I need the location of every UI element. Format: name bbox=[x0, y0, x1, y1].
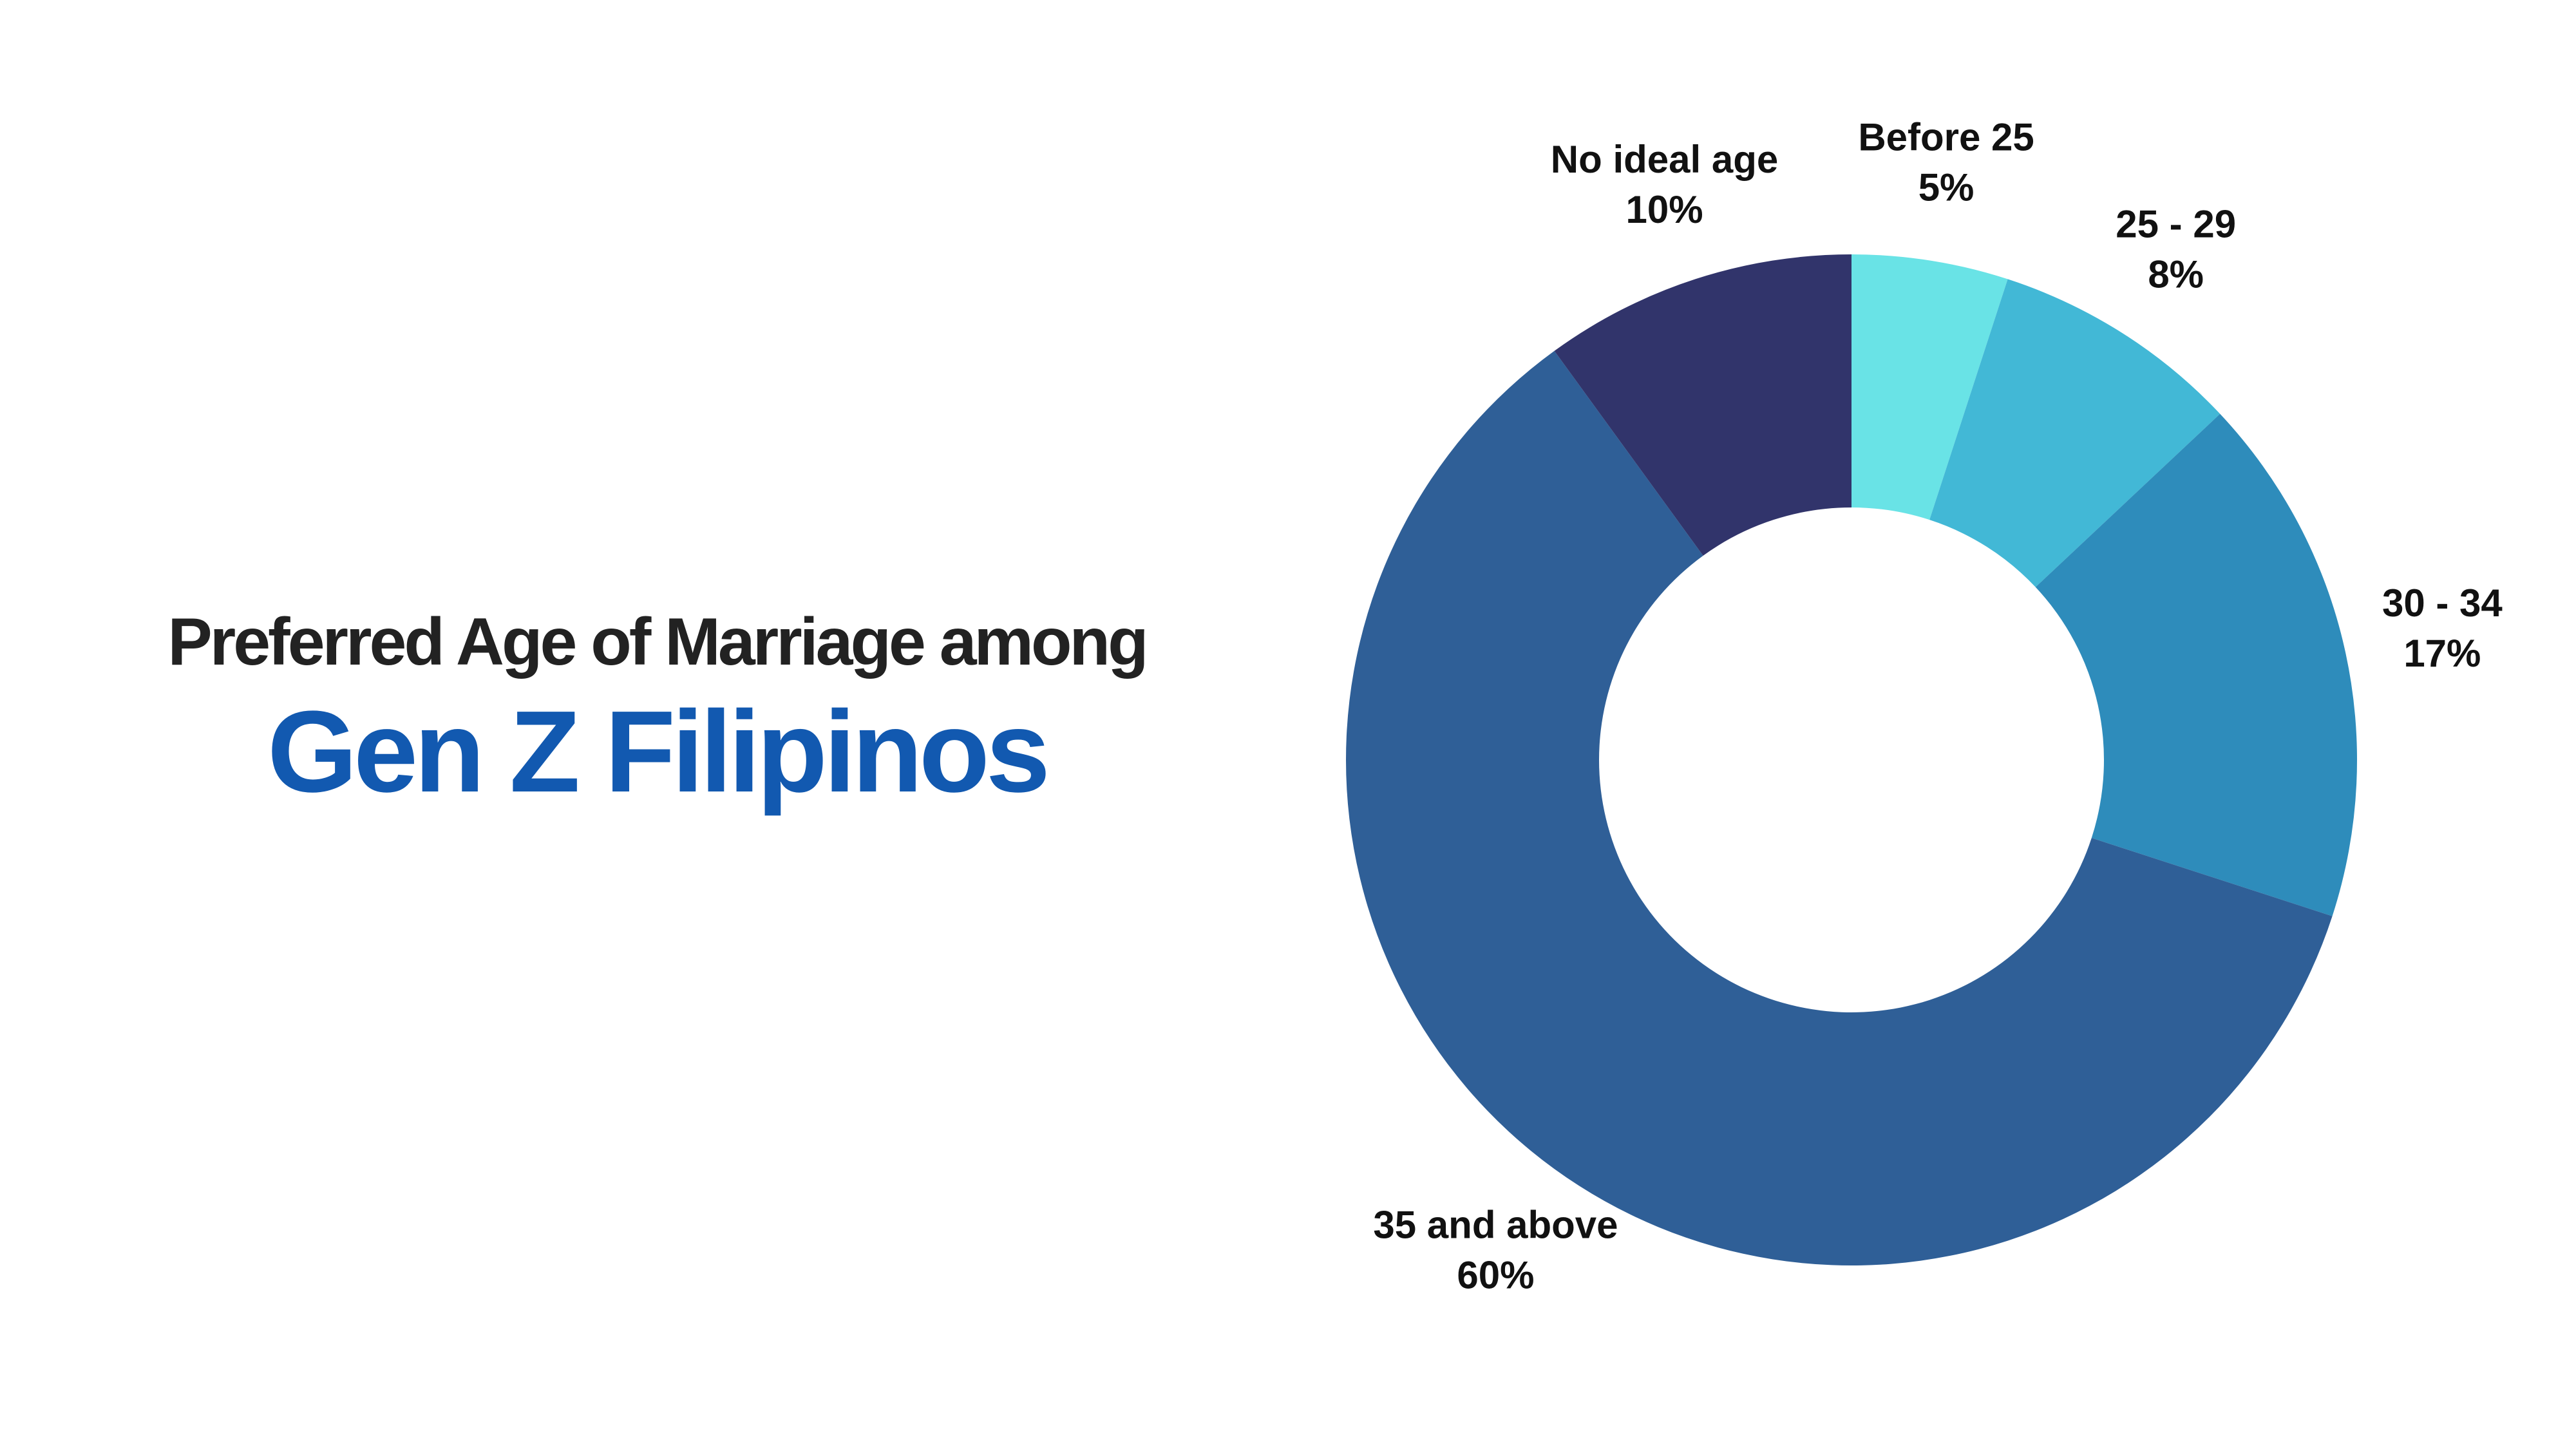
data-label-35-and-above: 35 and above 60% bbox=[1373, 1203, 1618, 1296]
value-label: 10% bbox=[1625, 188, 1703, 231]
chart-subtitle: Gen Z Filipinos bbox=[267, 687, 1050, 817]
slice-30-34 bbox=[2035, 413, 2357, 916]
data-label-before-25: Before 25 5% bbox=[1858, 116, 2034, 209]
donut-labels: Before 25 5% 25 - 29 8% 30 - 34 17% 35 and abo… bbox=[1373, 116, 2503, 1297]
data-label-25-29: 25 - 29 8% bbox=[2116, 202, 2236, 296]
category-label: Before 25 bbox=[1858, 116, 2034, 159]
value-label: 5% bbox=[1918, 166, 1975, 209]
slice-25-29 bbox=[1929, 279, 2221, 587]
category-label: No ideal age bbox=[1551, 138, 1778, 181]
slice-before-25 bbox=[1852, 254, 2008, 520]
category-label: 35 and above bbox=[1373, 1203, 1618, 1246]
donut-slices bbox=[1345, 254, 2357, 1265]
slice-35-and-above bbox=[1345, 350, 2333, 1265]
value-label: 60% bbox=[1457, 1253, 1534, 1296]
title-block: Preferred Age of Marriage among Gen Z Fi… bbox=[0, 605, 1314, 819]
value-label: 8% bbox=[2148, 252, 2204, 296]
chart-title: Preferred Age of Marriage among bbox=[167, 605, 1148, 679]
data-label-30-34: 30 - 34 17% bbox=[2382, 582, 2503, 675]
category-label: 30 - 34 bbox=[2382, 582, 2503, 625]
data-label-no-ideal-age: No ideal age 10% bbox=[1551, 138, 1778, 231]
value-label: 17% bbox=[2403, 632, 2481, 675]
category-label: 25 - 29 bbox=[2116, 202, 2236, 245]
slice-no-ideal-age bbox=[1554, 254, 1852, 556]
